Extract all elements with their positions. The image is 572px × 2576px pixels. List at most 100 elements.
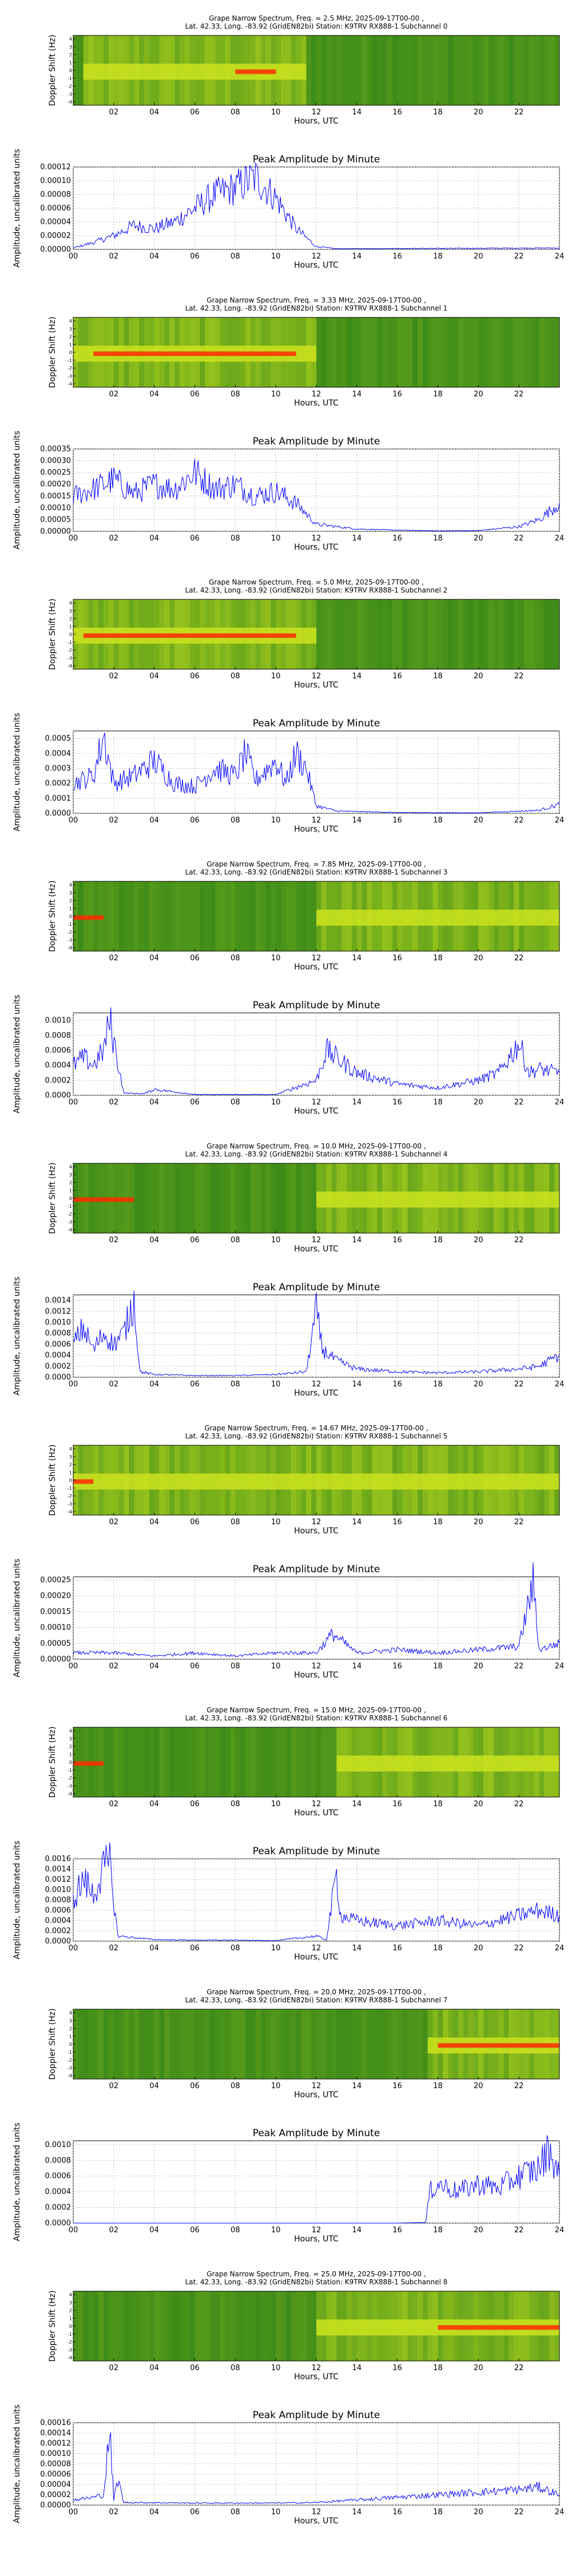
spectrogram-ylabel: Doppler Shift (Hz) [48,1445,57,1516]
amplitude-ytick-label: 0.00035 [40,445,71,454]
amplitude-xtick-label: 18 [433,1098,443,1107]
spectrogram-column [124,2009,129,2079]
spectrogram-column [498,317,505,387]
amplitude-title: Peak Amplitude by Minute [253,1564,380,1575]
spectrogram-column [240,1163,246,1233]
spectrogram-column [524,599,530,669]
amplitude-xlabel: Hours, UTC [294,825,339,834]
spectrogram-column [250,881,256,951]
spectrogram-column [463,35,469,105]
spectrogram-column [118,881,125,951]
spectrogram-column [240,881,246,951]
spectrogram-column [488,35,494,105]
spectrogram-column [205,881,210,951]
amplitude-xtick-label: 20 [474,1662,483,1671]
spectrogram-column [108,1727,114,1797]
spectrogram-column [200,2291,205,2361]
spectrum-title: Grape Narrow Spectrum, Freq. = 14.67 MHz… [204,1424,428,1432]
spectrogram-column [311,35,317,105]
amplitude-xlabel: Hours, UTC [294,1671,339,1680]
amplitude-ytick-label: 0.00014 [40,2429,71,2438]
amplitude-title: Peak Amplitude by Minute [253,154,380,165]
spectrogram-column [549,599,555,669]
spectrogram-xtick-label: 08 [231,1800,240,1808]
amplitude-ytick-label: 0.00006 [40,2470,71,2479]
spectrogram-column [164,1727,170,1797]
amplitude-xtick-label: 10 [271,1098,281,1107]
amplitude-ytick-label: 0.00008 [40,190,71,199]
spectrogram-column [306,1163,312,1233]
amplitude-xtick-label: 14 [352,1662,362,1671]
spectrogram-xtick-label: 14 [352,1800,362,1808]
spectrogram-carrier-peak [83,633,296,638]
spectrogram-column [392,317,398,387]
spectrogram-column [285,2009,292,2079]
subchannel-5-panel: Grape Narrow Spectrum, Freq. = 14.67 MHz… [13,1424,564,1680]
amplitude-ytick-label: 0.00025 [40,468,71,477]
spectrogram-ylabel: Doppler Shift (Hz) [48,317,57,388]
amplitude-xtick-label: 12 [312,2508,321,2517]
spectrogram-column [154,2291,160,2361]
amplitude-ytick-label: 0.00010 [40,177,71,185]
spectrogram-xtick-label: 22 [514,108,524,117]
spectrum-title: Grape Narrow Spectrum, Freq. = 5.0 MHz, … [209,578,424,586]
amplitude-ylabel: Amplitude, uncalibrated units [13,431,22,550]
amplitude-ytick-label: 0.0008 [45,1031,72,1040]
spectrogram-xtick-label: 12 [312,1800,321,1808]
amplitude-ytick-label: 0.0006 [45,2172,72,2181]
spectrogram-column [524,35,530,105]
amplitude-ytick-label: 0.00015 [40,492,71,500]
spectrogram-ytick-label: 0 [69,1196,72,1201]
spectrogram-xtick-label: 22 [514,1800,524,1808]
spectrogram-column [392,2009,398,2079]
amplitude-ytick-label: 0.0000 [45,2219,72,2228]
spectrogram-column [250,2009,256,2079]
spectrogram-ytick-label: 4 [69,37,72,42]
spectrogram-column [281,1163,287,1233]
spectrogram-xlabel: Hours, UTC [294,399,339,408]
amplitude-xtick-label: 18 [433,534,443,543]
spectrogram-column [189,2009,195,2079]
spectrogram-column [544,317,550,387]
spectrogram-column [402,317,408,387]
spectrogram-ytick-label: -2 [67,1494,72,1499]
spectrogram-xtick-label: 16 [392,672,402,681]
spectrogram-column [402,2009,408,2079]
spectrogram-column [443,599,448,669]
spectrogram-xtick-label: 04 [149,390,159,399]
spectrogram-column [407,599,413,669]
amplitude-xtick-label: 24 [555,1944,565,1953]
amplitude-ytick-label: 0.0006 [45,1046,72,1055]
spectrogram-column [220,1727,226,1797]
spectrogram-column [397,35,403,105]
spectrogram-column [124,2291,129,2361]
spectrogram-ytick-label: 0 [69,914,72,919]
spectrogram-column [321,2009,327,2079]
spectrogram-column [194,2291,200,2361]
spectrogram-column [397,2009,403,2079]
amplitude-ytick-label: 0.0001 [45,794,72,803]
amplitude-ytick-label: 0.0003 [45,764,72,773]
spectrogram-ytick-label: 3 [69,609,72,614]
amplitude-xtick-label: 20 [474,1380,483,1389]
spectrogram-carrier-peak [235,69,276,74]
amplitude-ytick-label: 0.00025 [40,1576,71,1585]
spectrogram-column [306,2291,312,2361]
spectrogram-column [281,2291,287,2361]
spectrogram-column [255,881,261,951]
spectrogram-column [306,35,312,105]
amplitude-xtick-label: 08 [231,1380,240,1389]
spectrogram-column [184,2009,190,2079]
spectrogram-column [200,2009,205,2079]
spectrogram-column [184,2291,190,2361]
spectrogram-column [214,1727,221,1797]
spectrogram-column [311,881,317,951]
spectrogram-xtick-label: 04 [149,2082,159,2090]
spectrogram-column [164,2291,170,2361]
amplitude-xtick-label: 00 [69,1944,78,1953]
spectrogram-ylabel: Doppler Shift (Hz) [48,599,57,670]
spectrogram-column [250,1727,256,1797]
spectrogram-ytick-label: -2 [67,648,72,653]
spectrogram-column [255,2009,261,2079]
spectrogram-column [291,881,297,951]
